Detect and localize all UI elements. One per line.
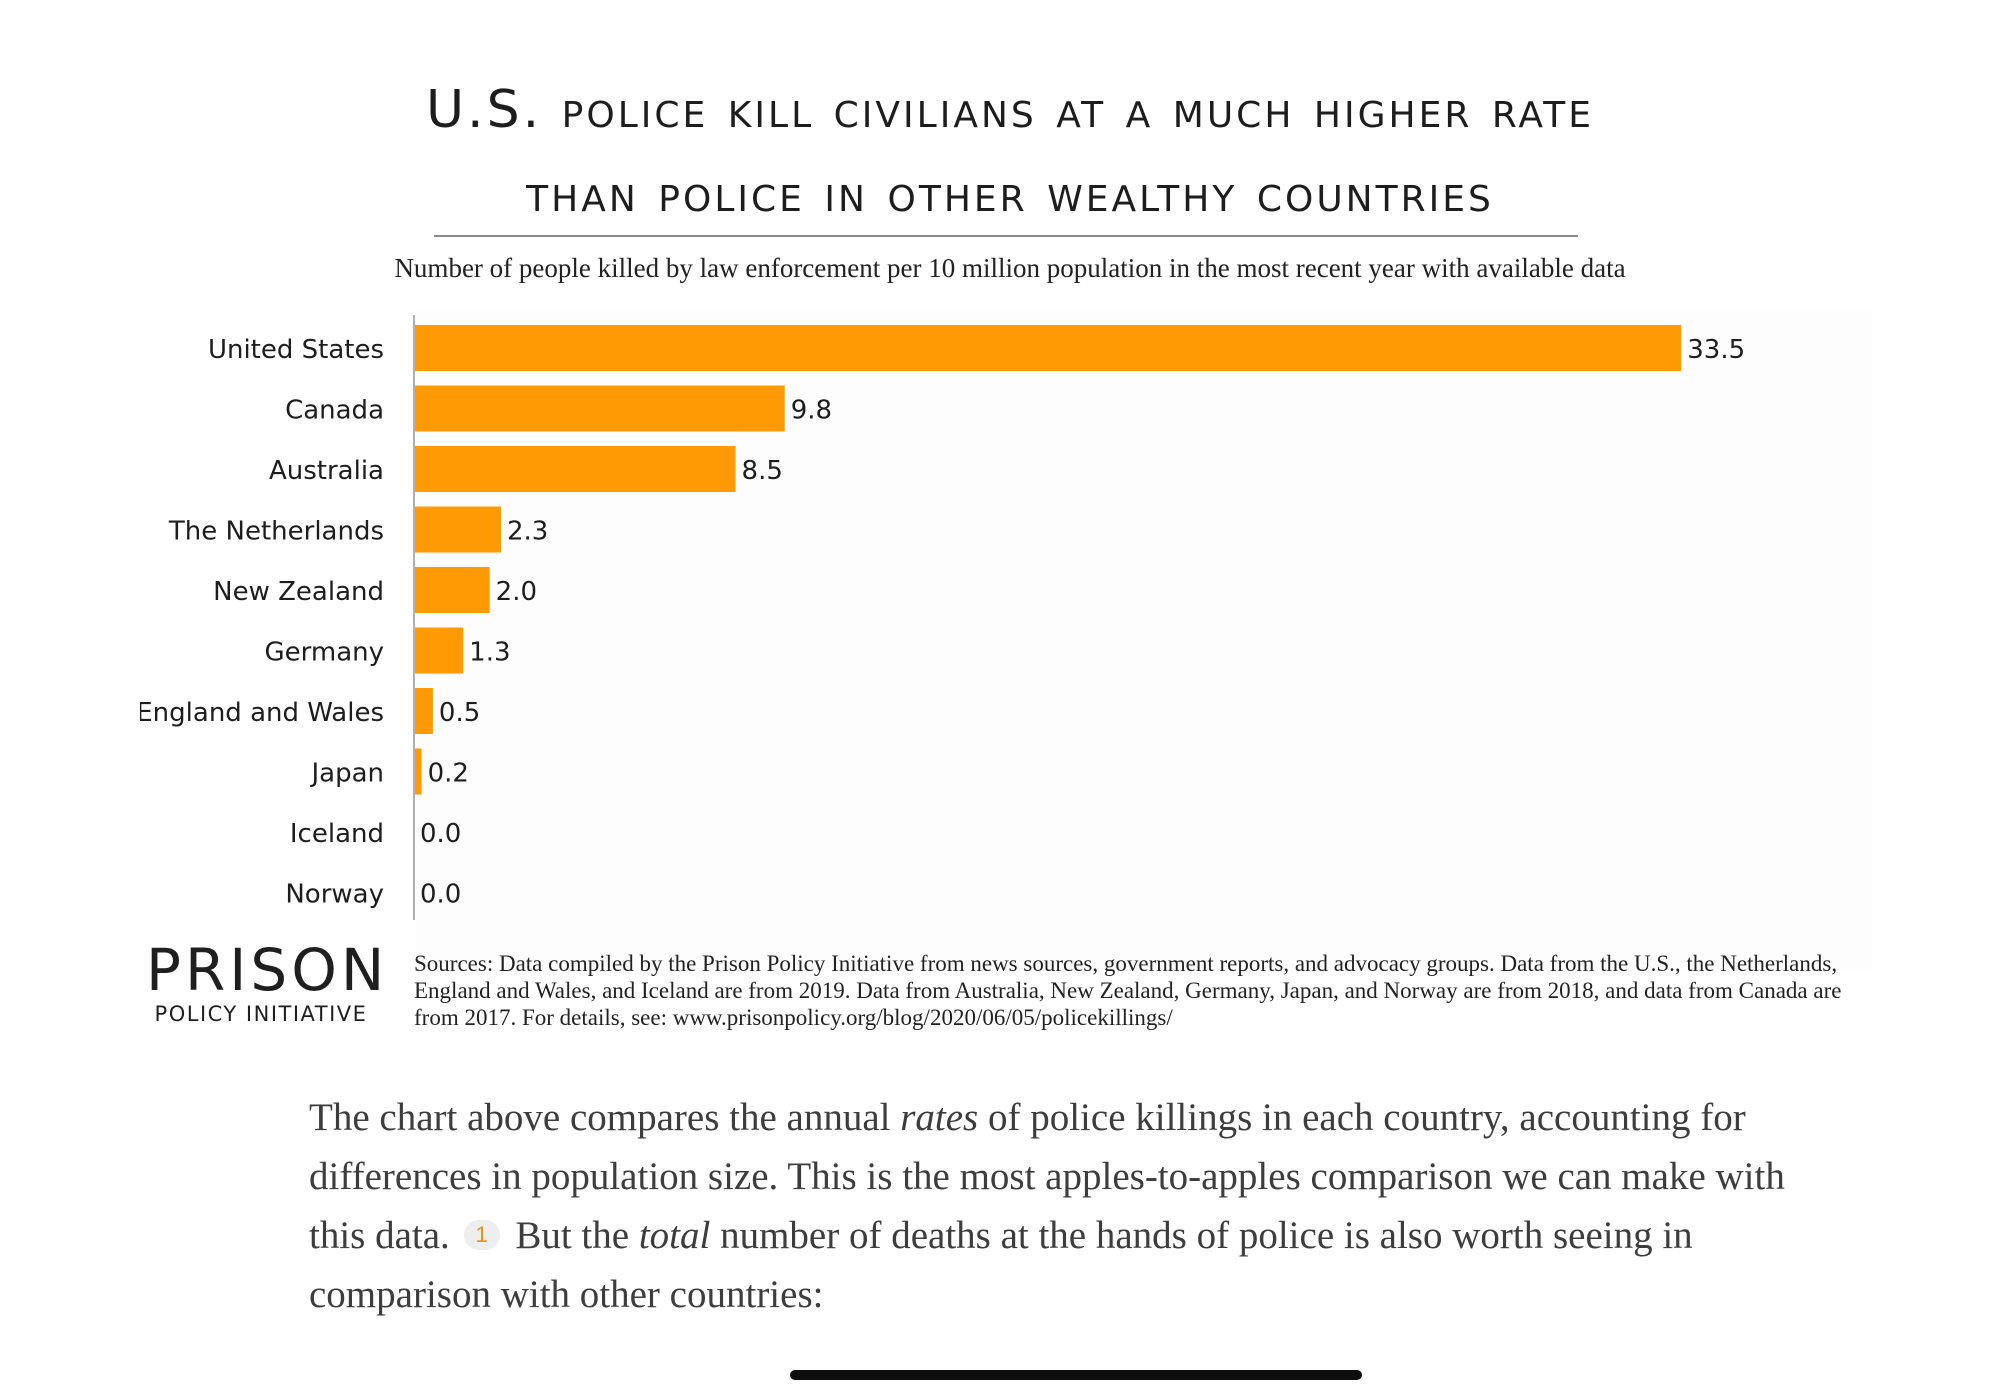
home-indicator[interactable] [790,1370,1362,1380]
category-label-united-states: United States [208,335,384,365]
title-divider [434,235,1578,237]
bar-the-netherlands [414,506,502,553]
logo-sub-text: POLICY INITIATIVE [154,1002,368,1026]
chart-subtitle: Number of people killed by law enforceme… [394,253,1626,283]
category-label-norway: Norway [285,880,384,910]
category-label-the-netherlands: The Netherlands [168,517,384,547]
bar-australia [414,446,736,492]
prison-policy-logo: PRISON POLICY INITIATIVE [146,936,389,1028]
value-label-canada: 9.8 [791,396,832,426]
value-label-japan: 0.2 [428,759,469,789]
logo-main-text: PRISON [146,936,389,1004]
value-label-iceland: 0.0 [420,819,461,849]
category-label-germany: Germany [264,638,384,668]
article-text-3: But the [505,1214,639,1257]
value-label-australia: 8.5 [742,456,783,486]
category-label-japan: Japan [309,759,384,789]
chart-title-line2: than police in other wealthy countries [526,164,1494,224]
category-label-canada: Canada [285,396,384,426]
value-label-england-and-wales: 0.5 [439,698,480,728]
article-text-1: The chart above compares the annual [309,1096,901,1139]
category-label-iceland: Iceland [290,819,384,849]
value-label-germany: 1.3 [469,638,510,668]
article-emphasis-total: total [638,1214,711,1257]
chart-panel: U.S. police kill civilians at a much hig… [140,40,1880,1050]
article-text-4: number of deaths at the hands of police … [309,1214,1693,1316]
bar-england-and-wales [414,688,433,734]
chart-title: U.S. police kill civilians at a much hig… [140,68,1880,236]
category-label-england-and-wales: England and Wales [140,698,384,728]
bar-new-zealand [414,567,490,613]
bar-chart: United States 33.5 Canada 9.8 Australia 8.5 Th… [140,315,1745,920]
value-label-norway: 0.0 [420,880,461,910]
bar-japan [414,748,422,795]
bar-germany [414,627,464,674]
value-label-new-zealand: 2.0 [496,577,537,607]
bar-canada [414,385,785,432]
category-label-australia: Australia [269,456,384,486]
bar-united-states [414,325,1682,371]
article-paragraph: The chart above compares the annual rate… [309,1088,1789,1324]
article-text-2: of police killings in each country, acco… [309,1096,1785,1257]
footnote-marker[interactable]: 1 [463,1220,500,1250]
category-label-new-zealand: New Zealand [213,577,384,607]
value-label-united-states: 33.5 [1687,335,1745,365]
article-emphasis-rates: rates [900,1096,979,1139]
value-label-the-netherlands: 2.3 [507,517,548,547]
chart-sources: Sources: Data compiled by the Prison Pol… [414,951,1842,1030]
chart-title-line1: U.S. police kill civilians at a much hig… [426,80,1594,140]
